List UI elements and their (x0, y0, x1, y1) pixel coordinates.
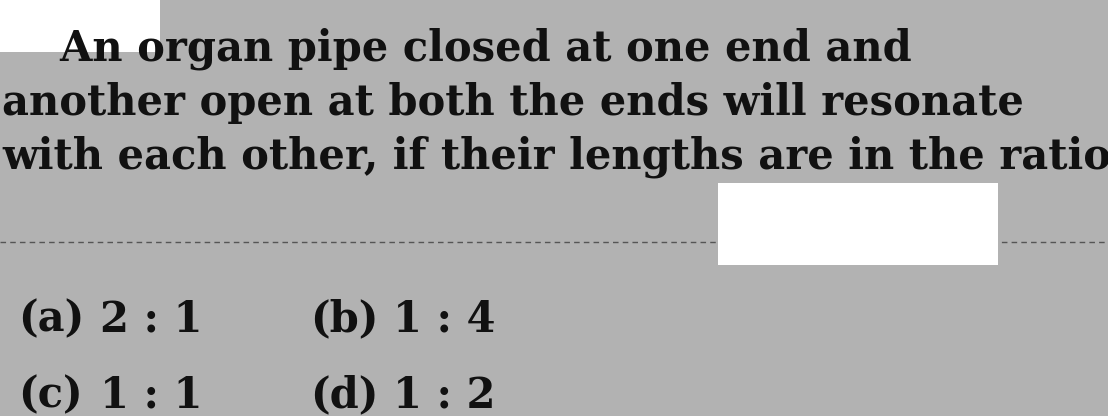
Text: (d): (d) (310, 374, 379, 416)
Text: with each other, if their lengths are in the ratio.: with each other, if their lengths are in… (2, 136, 1108, 178)
Text: (c): (c) (18, 374, 83, 416)
Text: (a): (a) (18, 298, 84, 340)
Text: 1 : 2: 1 : 2 (393, 374, 495, 416)
Text: another open at both the ends will resonate: another open at both the ends will reson… (2, 82, 1024, 124)
Text: 1 : 4: 1 : 4 (393, 298, 495, 340)
Text: 1 : 1: 1 : 1 (100, 374, 203, 416)
Text: 2 : 1: 2 : 1 (100, 298, 203, 340)
Bar (0, 0, 160, 52)
Text: (b): (b) (310, 298, 379, 340)
Bar (718, 183, 998, 265)
Text: An organ pipe closed at one end and: An organ pipe closed at one end and (2, 28, 912, 70)
